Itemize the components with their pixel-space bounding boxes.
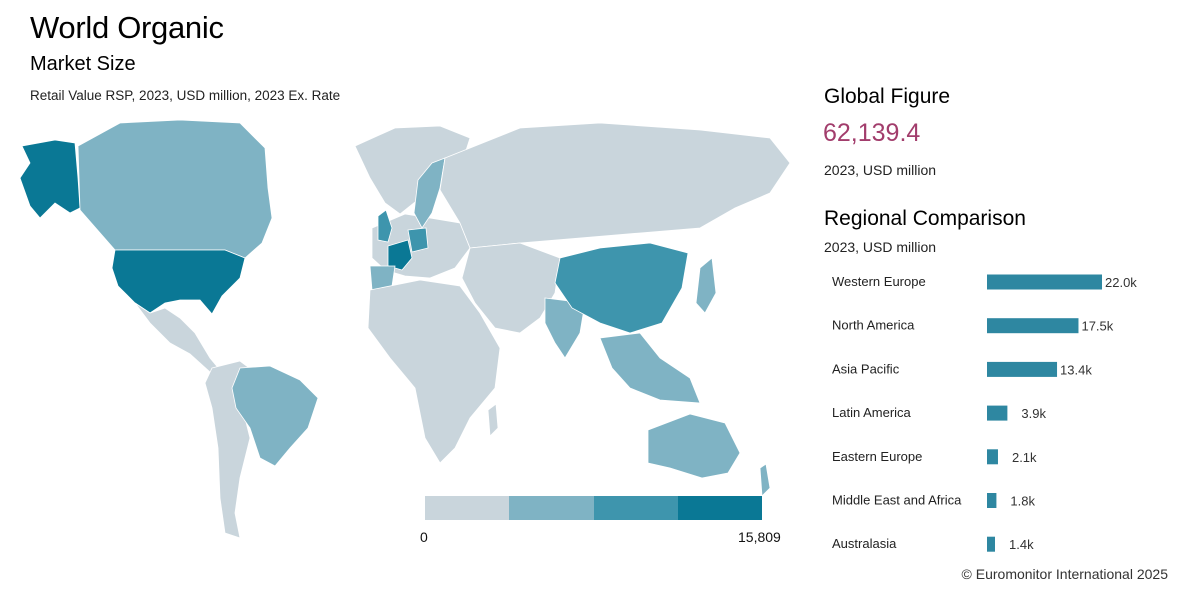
map-region-scandinavia[interactable]	[413, 157, 446, 229]
bar-category-label: Eastern Europe	[832, 449, 922, 464]
bar-category-label: Australasia	[832, 536, 897, 551]
map-region-germany[interactable]	[407, 227, 429, 253]
global-figure-unit: 2023, USD million	[824, 162, 937, 178]
map-region-canada[interactable]	[77, 119, 273, 259]
map-region-new-zealand[interactable]	[759, 463, 771, 497]
bar-value-label: 22.0k	[1105, 275, 1137, 290]
map-region-uk[interactable]	[377, 209, 393, 243]
legend-segment-2	[509, 496, 594, 520]
map-region-southeast-asia[interactable]	[599, 332, 701, 404]
legend-max-label: 15,809	[738, 529, 781, 545]
bar-value-label: 13.4k	[1060, 362, 1092, 377]
bar-value-label: 1.8k	[1010, 494, 1035, 509]
bar-eastern-europe[interactable]	[987, 449, 998, 465]
legend-segment-4	[677, 496, 762, 520]
bar-middle-east-and-africa[interactable]	[987, 493, 997, 508]
measure-note: Retail Value RSP, 2023, USD million, 202…	[30, 88, 341, 103]
map-region-france[interactable]	[387, 239, 413, 271]
regional-comparison-title: Regional Comparison	[824, 207, 1026, 230]
bar-australasia[interactable]	[987, 536, 995, 552]
map-region-china[interactable]	[554, 242, 689, 334]
bar-western-europe[interactable]	[987, 274, 1102, 290]
global-figure-title: Global Figure	[824, 85, 951, 108]
map-legend-bar	[425, 496, 762, 520]
bar-category-label: Asia Pacific	[832, 361, 900, 376]
map-region-japan[interactable]	[695, 257, 717, 314]
legend-segment-1	[425, 496, 510, 520]
bar-asia-pacific[interactable]	[987, 361, 1058, 377]
regional-comparison-unit: 2023, USD million	[824, 239, 937, 255]
bar-category-label: Latin America	[832, 405, 912, 420]
bar-value-label: 17.5k	[1081, 319, 1113, 334]
map-region-russia[interactable]	[439, 122, 791, 249]
regional-bar-chart: Western Europe 22.0k North America 17.5k Asi…	[832, 274, 1137, 552]
legend-min-label: 0	[420, 529, 428, 545]
bar-category-label: Middle East and Africa	[832, 493, 962, 508]
world-choropleth-map[interactable]	[0, 118, 800, 548]
global-figure-value: 62,139.4	[823, 119, 921, 147]
copyright-footer: © Euromonitor International 2025	[961, 566, 1168, 582]
bar-latin-america[interactable]	[987, 405, 1008, 421]
map-region-usa[interactable]	[111, 249, 246, 315]
bar-value-label: 1.4k	[1009, 537, 1034, 552]
chart-title: World Organic	[30, 10, 224, 45]
bar-value-label: 3.9k	[1021, 406, 1046, 421]
map-region-brazil[interactable]	[231, 365, 319, 467]
map-region-madagascar[interactable]	[487, 403, 499, 437]
bar-north-america[interactable]	[987, 318, 1079, 334]
map-region-australia[interactable]	[647, 413, 741, 479]
map-region-africa[interactable]	[367, 279, 501, 464]
bar-category-label: Western Europe	[832, 274, 926, 289]
map-region-middle-east[interactable]	[461, 242, 561, 334]
bar-value-label: 2.1k	[1012, 450, 1037, 465]
legend-segment-3	[593, 496, 678, 520]
chart-subtitle: Market Size	[30, 53, 136, 75]
bar-category-label: North America	[832, 318, 915, 333]
map-region-alaska[interactable]	[19, 139, 81, 219]
map-region-mexico[interactable]	[134, 302, 221, 373]
